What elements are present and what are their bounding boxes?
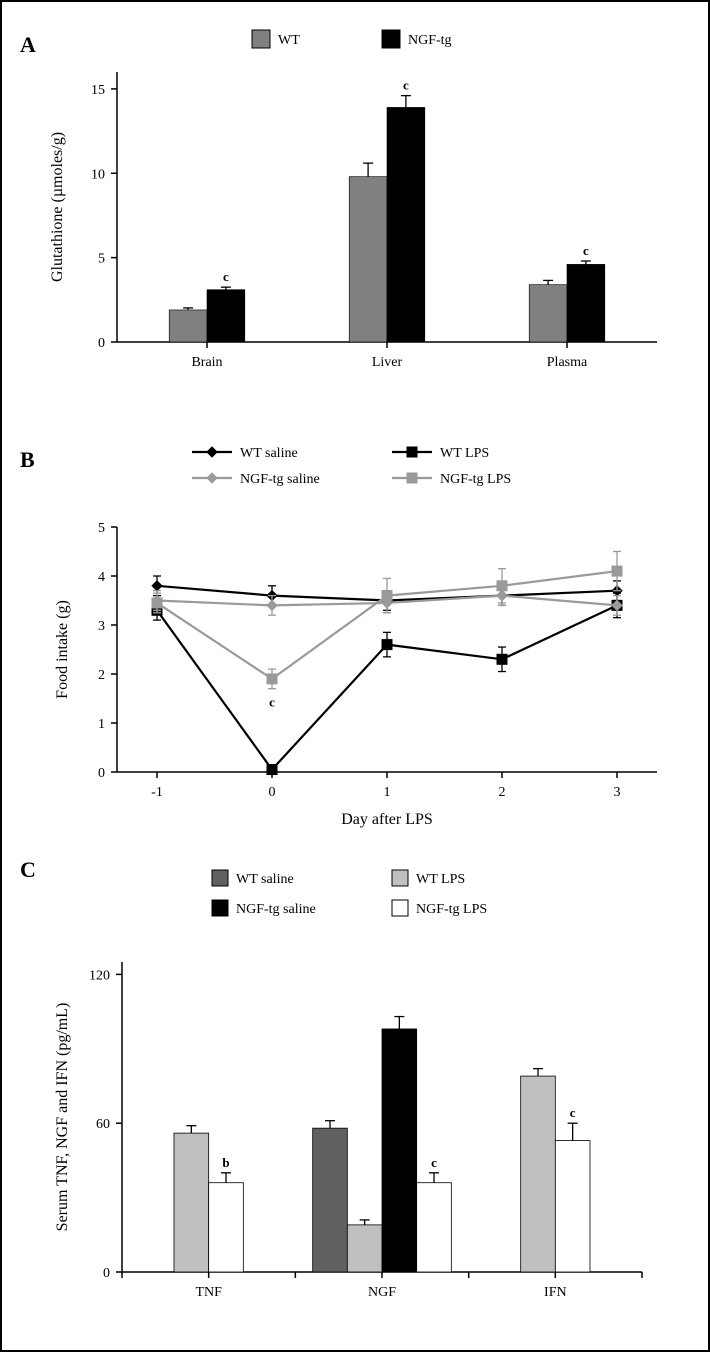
svg-text:NGF-tg: NGF-tg bbox=[408, 33, 452, 48]
svg-text:5: 5 bbox=[98, 252, 105, 267]
svg-text:15: 15 bbox=[91, 83, 105, 98]
svg-text:2: 2 bbox=[499, 785, 506, 800]
panel-a-chart: WT NGF-tg 0 5 10 15 Glutathione (µmoles/g) c Bra… bbox=[32, 12, 692, 392]
svg-text:WT: WT bbox=[278, 33, 300, 48]
svg-text:10: 10 bbox=[91, 167, 105, 182]
svg-text:0: 0 bbox=[103, 1266, 110, 1281]
svg-text:3: 3 bbox=[614, 785, 621, 800]
svg-text:3: 3 bbox=[98, 619, 105, 634]
svg-text:Glutathione (µmoles/g): Glutathione (µmoles/g) bbox=[49, 132, 66, 282]
svg-text:120: 120 bbox=[89, 968, 110, 983]
svg-text:c: c bbox=[223, 269, 229, 284]
svg-text:Serum TNF, NGF and IFN (pg/mL): Serum TNF, NGF and IFN (pg/mL) bbox=[54, 1003, 71, 1232]
svg-text:Day after LPS: Day after LPS bbox=[341, 811, 433, 828]
svg-text:1: 1 bbox=[384, 785, 391, 800]
svg-text:WT saline: WT saline bbox=[236, 872, 294, 887]
svg-text:Plasma: Plasma bbox=[547, 355, 588, 370]
svg-text:WT LPS: WT LPS bbox=[440, 446, 489, 461]
svg-text:NGF-tg saline: NGF-tg saline bbox=[240, 472, 320, 487]
svg-text:Brain: Brain bbox=[191, 355, 222, 370]
svg-text:c: c bbox=[403, 78, 409, 93]
svg-text:IFN: IFN bbox=[544, 1285, 567, 1300]
svg-text:0: 0 bbox=[269, 785, 276, 800]
svg-text:c: c bbox=[583, 243, 589, 258]
svg-text:2: 2 bbox=[98, 668, 105, 683]
panel-c-chart: WT saline WT LPS NGF-tg saline NGF-tg LPS 0 6… bbox=[32, 852, 692, 1332]
svg-text:5: 5 bbox=[98, 521, 105, 536]
svg-text:1: 1 bbox=[98, 717, 105, 732]
svg-text:NGF-tg LPS: NGF-tg LPS bbox=[416, 902, 487, 917]
svg-text:Liver: Liver bbox=[372, 355, 403, 370]
svg-text:NGF-tg LPS: NGF-tg LPS bbox=[440, 472, 511, 487]
svg-text:WT LPS: WT LPS bbox=[416, 872, 465, 887]
svg-text:c: c bbox=[570, 1105, 576, 1120]
svg-text:NGF-tg saline: NGF-tg saline bbox=[236, 902, 316, 917]
svg-text:60: 60 bbox=[96, 1117, 110, 1132]
figure-frame: A WTNGF-tg051015Glutathione (µmoles/g)cB… bbox=[0, 0, 710, 1352]
svg-text:0: 0 bbox=[98, 336, 105, 351]
svg-text:-1: -1 bbox=[151, 785, 163, 800]
svg-text:4: 4 bbox=[98, 570, 105, 585]
svg-text:NGF: NGF bbox=[368, 1285, 396, 1300]
svg-text:c: c bbox=[431, 1155, 437, 1170]
svg-text:TNF: TNF bbox=[195, 1285, 222, 1300]
svg-text:Food intake (g): Food intake (g) bbox=[54, 600, 71, 699]
svg-text:WT saline: WT saline bbox=[240, 446, 298, 461]
svg-text:0: 0 bbox=[98, 766, 105, 781]
svg-text:b: b bbox=[222, 1155, 229, 1170]
panel-b-chart: WT saline WT LPS NGF-tg saline NGF-tg LPS 0 1… bbox=[32, 432, 692, 832]
svg-text:c: c bbox=[269, 695, 275, 710]
